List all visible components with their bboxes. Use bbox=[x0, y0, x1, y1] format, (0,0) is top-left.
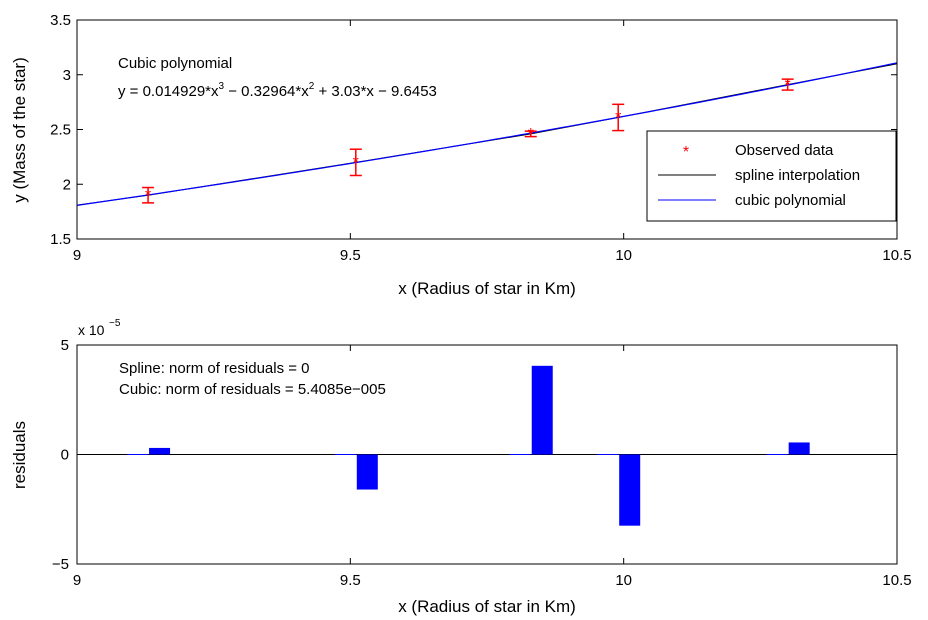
fit-annotation-equation: y = 0.014929*x3 − 0.32964*x2 + 3.03*x − … bbox=[118, 81, 437, 100]
residual-bar-spline bbox=[509, 454, 531, 455]
residual-bar-cubic bbox=[619, 454, 641, 526]
eq-part-a: y = 0.014929*x bbox=[118, 83, 219, 100]
residual-bar-cubic bbox=[356, 454, 378, 490]
residuals-y-axis-label: residuals bbox=[10, 421, 29, 489]
residuals-plot-ticks: 9 9.5 10 10.5 −5 0 5 bbox=[52, 337, 912, 589]
observed-data-point: * bbox=[353, 155, 359, 172]
residual-bar-cubic bbox=[149, 447, 171, 455]
residuals-y-tick-label: −5 bbox=[52, 556, 69, 573]
fit-plot-ticks: 9 9.5 10 10.5 1.5 2 2.5 3 3.5 bbox=[50, 12, 911, 264]
residual-bar-cubic bbox=[788, 442, 810, 455]
fit-y-axis-label: y (Mass of the star) bbox=[10, 57, 29, 202]
eq-part-c: + 3.03*x − 9.6453 bbox=[314, 83, 437, 100]
observed-data-point: * bbox=[528, 126, 534, 143]
legend-label-spline: spline interpolation bbox=[735, 167, 860, 184]
fit-x-tick-label: 9 bbox=[73, 247, 81, 264]
fit-plot-series: * * * * * bbox=[76, 62, 898, 206]
residual-bar-spline bbox=[127, 454, 149, 455]
fit-y-tick-label: 1.5 bbox=[50, 231, 71, 248]
residuals-y-tick-label: 0 bbox=[61, 447, 69, 464]
legend-box bbox=[646, 130, 897, 222]
observed-data-point: * bbox=[145, 187, 151, 204]
residual-bar-cubic bbox=[531, 365, 553, 455]
residuals-x-tick-label: 9 bbox=[73, 572, 81, 589]
fit-x-tick-label: 9.5 bbox=[340, 247, 361, 264]
residuals-annotation-spline: Spline: norm of residuals = 0 bbox=[119, 360, 310, 377]
eq-exponent-3: 3 bbox=[219, 81, 225, 92]
fit-x-axis-label: x (Radius of star in Km) bbox=[398, 279, 576, 298]
fit-y-tick-label: 2.5 bbox=[50, 122, 71, 139]
fit-x-tick-label: 10 bbox=[615, 247, 632, 264]
residuals-exponent-power: −5 bbox=[109, 318, 121, 329]
observed-data-point: * bbox=[615, 110, 621, 127]
residuals-plot-bars bbox=[77, 365, 897, 526]
legend-marker-observed: * bbox=[683, 144, 689, 161]
fit-y-tick-label: 3 bbox=[63, 67, 71, 84]
fit-x-tick-label: 10.5 bbox=[882, 247, 911, 264]
residuals-exponent-base: x 10 bbox=[78, 322, 105, 338]
residuals-x-tick-label: 9.5 bbox=[340, 572, 361, 589]
observed-data-point: * bbox=[785, 77, 791, 94]
residual-bar-spline bbox=[766, 454, 788, 455]
legend: * Observed data spline interpolation cub… bbox=[646, 130, 897, 222]
residuals-y-tick-label: 5 bbox=[61, 337, 69, 354]
residuals-x-tick-label: 10.5 bbox=[882, 572, 911, 589]
eq-part-b: − 0.32964*x bbox=[224, 83, 309, 100]
residual-bar-spline bbox=[334, 454, 356, 455]
legend-label-observed: Observed data bbox=[735, 142, 834, 159]
fit-annotation-title: Cubic polynomial bbox=[118, 55, 232, 72]
residual-bar-spline bbox=[597, 454, 619, 455]
cubic-polynomial-line bbox=[76, 62, 898, 206]
residuals-x-tick-label: 10 bbox=[615, 572, 632, 589]
residuals-x-axis-label: x (Radius of star in Km) bbox=[398, 597, 576, 616]
fit-plot: * * * * * 9 9.5 10 10.5 1.5 2 2.5 3 3.5 Cubic polyno… bbox=[10, 12, 912, 298]
legend-label-cubic: cubic polynomial bbox=[735, 192, 846, 209]
fit-y-tick-label: 2 bbox=[63, 176, 71, 193]
residuals-plot: 9 9.5 10 10.5 −5 0 5 x 10 −5 Spline: norm of r… bbox=[10, 318, 912, 616]
fit-y-tick-label: 3.5 bbox=[50, 12, 71, 29]
residuals-annotation-cubic: Cubic: norm of residuals = 5.4085e−005 bbox=[119, 381, 386, 398]
eq-exponent-2: 2 bbox=[309, 81, 315, 92]
